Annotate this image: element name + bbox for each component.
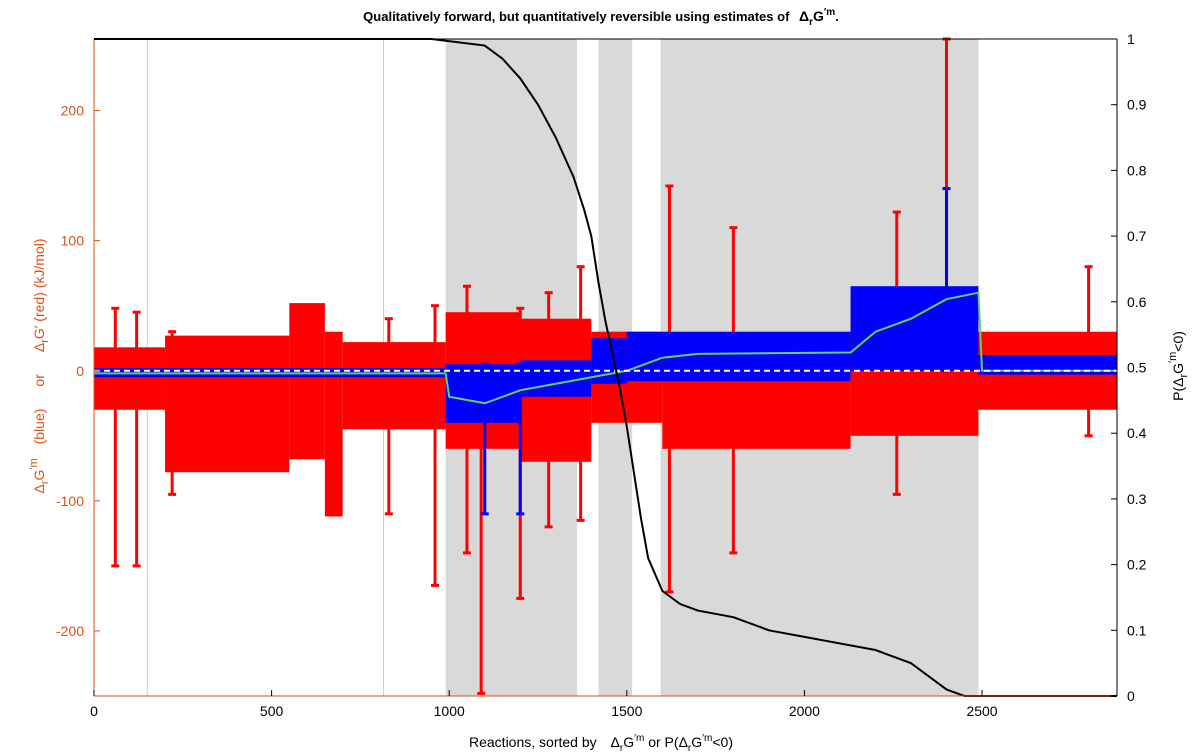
- y-left-tick-label-3: 100: [61, 233, 85, 249]
- y-right-tick-label-7: 0.7: [1127, 228, 1147, 244]
- red-band-1: [165, 335, 290, 473]
- y-left-tick-label-0: -200: [56, 623, 84, 639]
- y-right-tick-label-10: 1: [1127, 31, 1135, 47]
- red-band-4: [342, 342, 446, 430]
- svg-text:P(ΔrG′m<0): P(ΔrG′m<0): [1167, 331, 1190, 401]
- y-right-tick-label-9: 0.9: [1127, 97, 1147, 113]
- y-right-tick-label-3: 0.3: [1127, 491, 1147, 507]
- blue-band-5: [850, 286, 979, 371]
- y-left-tick-label-2: 0: [76, 363, 84, 379]
- svg-text:ΔrG′m(blue)orΔrG′ (red) (kJ/mo: ΔrG′m(blue)orΔrG′ (red) (kJ/mol): [28, 238, 51, 493]
- y-right-tick-label-5: 0.5: [1127, 360, 1147, 376]
- y-right-tick-label-4: 0.4: [1127, 425, 1147, 441]
- y-axis-left-label: ΔrG′m(blue)orΔrG′ (red) (kJ/mol): [28, 238, 51, 493]
- blue-band-1: [445, 364, 521, 423]
- red-band-3: [324, 331, 343, 517]
- x-tick-label-4: 2000: [789, 703, 820, 719]
- red-band-2: [289, 303, 325, 460]
- y-right-tick-label-6: 0.6: [1127, 294, 1147, 310]
- y-right-tick-label-2: 0.2: [1127, 557, 1147, 573]
- probability-curve: [94, 38, 1117, 697]
- red-band-0: [94, 347, 166, 410]
- y-right-tick-label-0: 0: [1127, 688, 1135, 704]
- x-tick-label-3: 1500: [611, 703, 642, 719]
- x-tick-label-1: 500: [260, 703, 284, 719]
- chart-title: Qualitatively forward, but quantitativel…: [363, 7, 839, 28]
- plot-area: 0 500 1000 1500 2000 2500-200-100010020000.10…: [56, 31, 1147, 719]
- y-axis-right-label: P(ΔrG′m<0): [1167, 331, 1190, 401]
- y-left-tick-label-4: 200: [61, 103, 85, 119]
- x-tick-label-2: 1000: [434, 703, 465, 719]
- y-right-tick-label-1: 0.1: [1127, 622, 1147, 638]
- x-axis-label: Reactions, sorted by ΔrG′m or P(ΔrG′m<0): [469, 733, 733, 753]
- green-median-line: [94, 291, 1117, 405]
- y-right-tick-label-8: 0.8: [1127, 162, 1147, 178]
- blue-band-4: [626, 331, 851, 382]
- y-left-tick-label-1: -100: [56, 493, 84, 509]
- x-tick-label-5: 2500: [966, 703, 997, 719]
- x-tick-label-0: 0: [90, 703, 98, 719]
